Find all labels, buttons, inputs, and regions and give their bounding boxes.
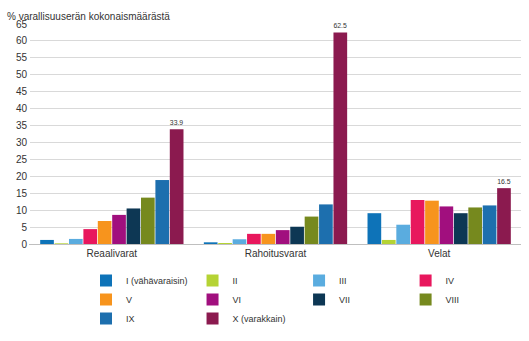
svg-text:IV: IV: [446, 276, 455, 286]
svg-text:25: 25: [16, 154, 28, 165]
svg-text:20: 20: [16, 171, 28, 182]
svg-text:I (vähävaraisin): I (vähävaraisin): [126, 276, 188, 286]
svg-text:II: II: [233, 276, 238, 286]
svg-text:0: 0: [21, 239, 27, 250]
svg-text:16.5: 16.5: [497, 178, 511, 185]
svg-text:50: 50: [16, 69, 28, 80]
svg-text:15: 15: [16, 188, 28, 199]
svg-text:Velat: Velat: [428, 248, 450, 259]
svg-text:10: 10: [16, 205, 28, 216]
svg-text:X (varakkain): X (varakkain): [233, 314, 286, 324]
svg-text:5: 5: [21, 222, 27, 233]
svg-text:30: 30: [16, 137, 28, 148]
svg-text:% varallisuuserän kokonaismäär: % varallisuuserän kokonaismäärästä: [7, 11, 170, 22]
svg-text:60: 60: [16, 35, 28, 46]
svg-text:Reaalivarat: Reaalivarat: [87, 248, 138, 259]
svg-text:55: 55: [16, 52, 28, 63]
svg-text:40: 40: [16, 103, 28, 114]
svg-text:IX: IX: [126, 314, 135, 324]
svg-text:45: 45: [16, 86, 28, 97]
svg-text:VI: VI: [233, 295, 242, 305]
svg-text:V: V: [126, 295, 132, 305]
svg-text:35: 35: [16, 120, 28, 131]
svg-text:VIII: VIII: [446, 295, 460, 305]
svg-text:III: III: [339, 276, 347, 286]
svg-text:65: 65: [16, 19, 28, 30]
svg-text:VII: VII: [339, 295, 350, 305]
svg-text:62.5: 62.5: [333, 22, 347, 29]
svg-text:Rahoitusvarat: Rahoitusvarat: [245, 248, 307, 259]
svg-text:33.9: 33.9: [170, 119, 184, 126]
